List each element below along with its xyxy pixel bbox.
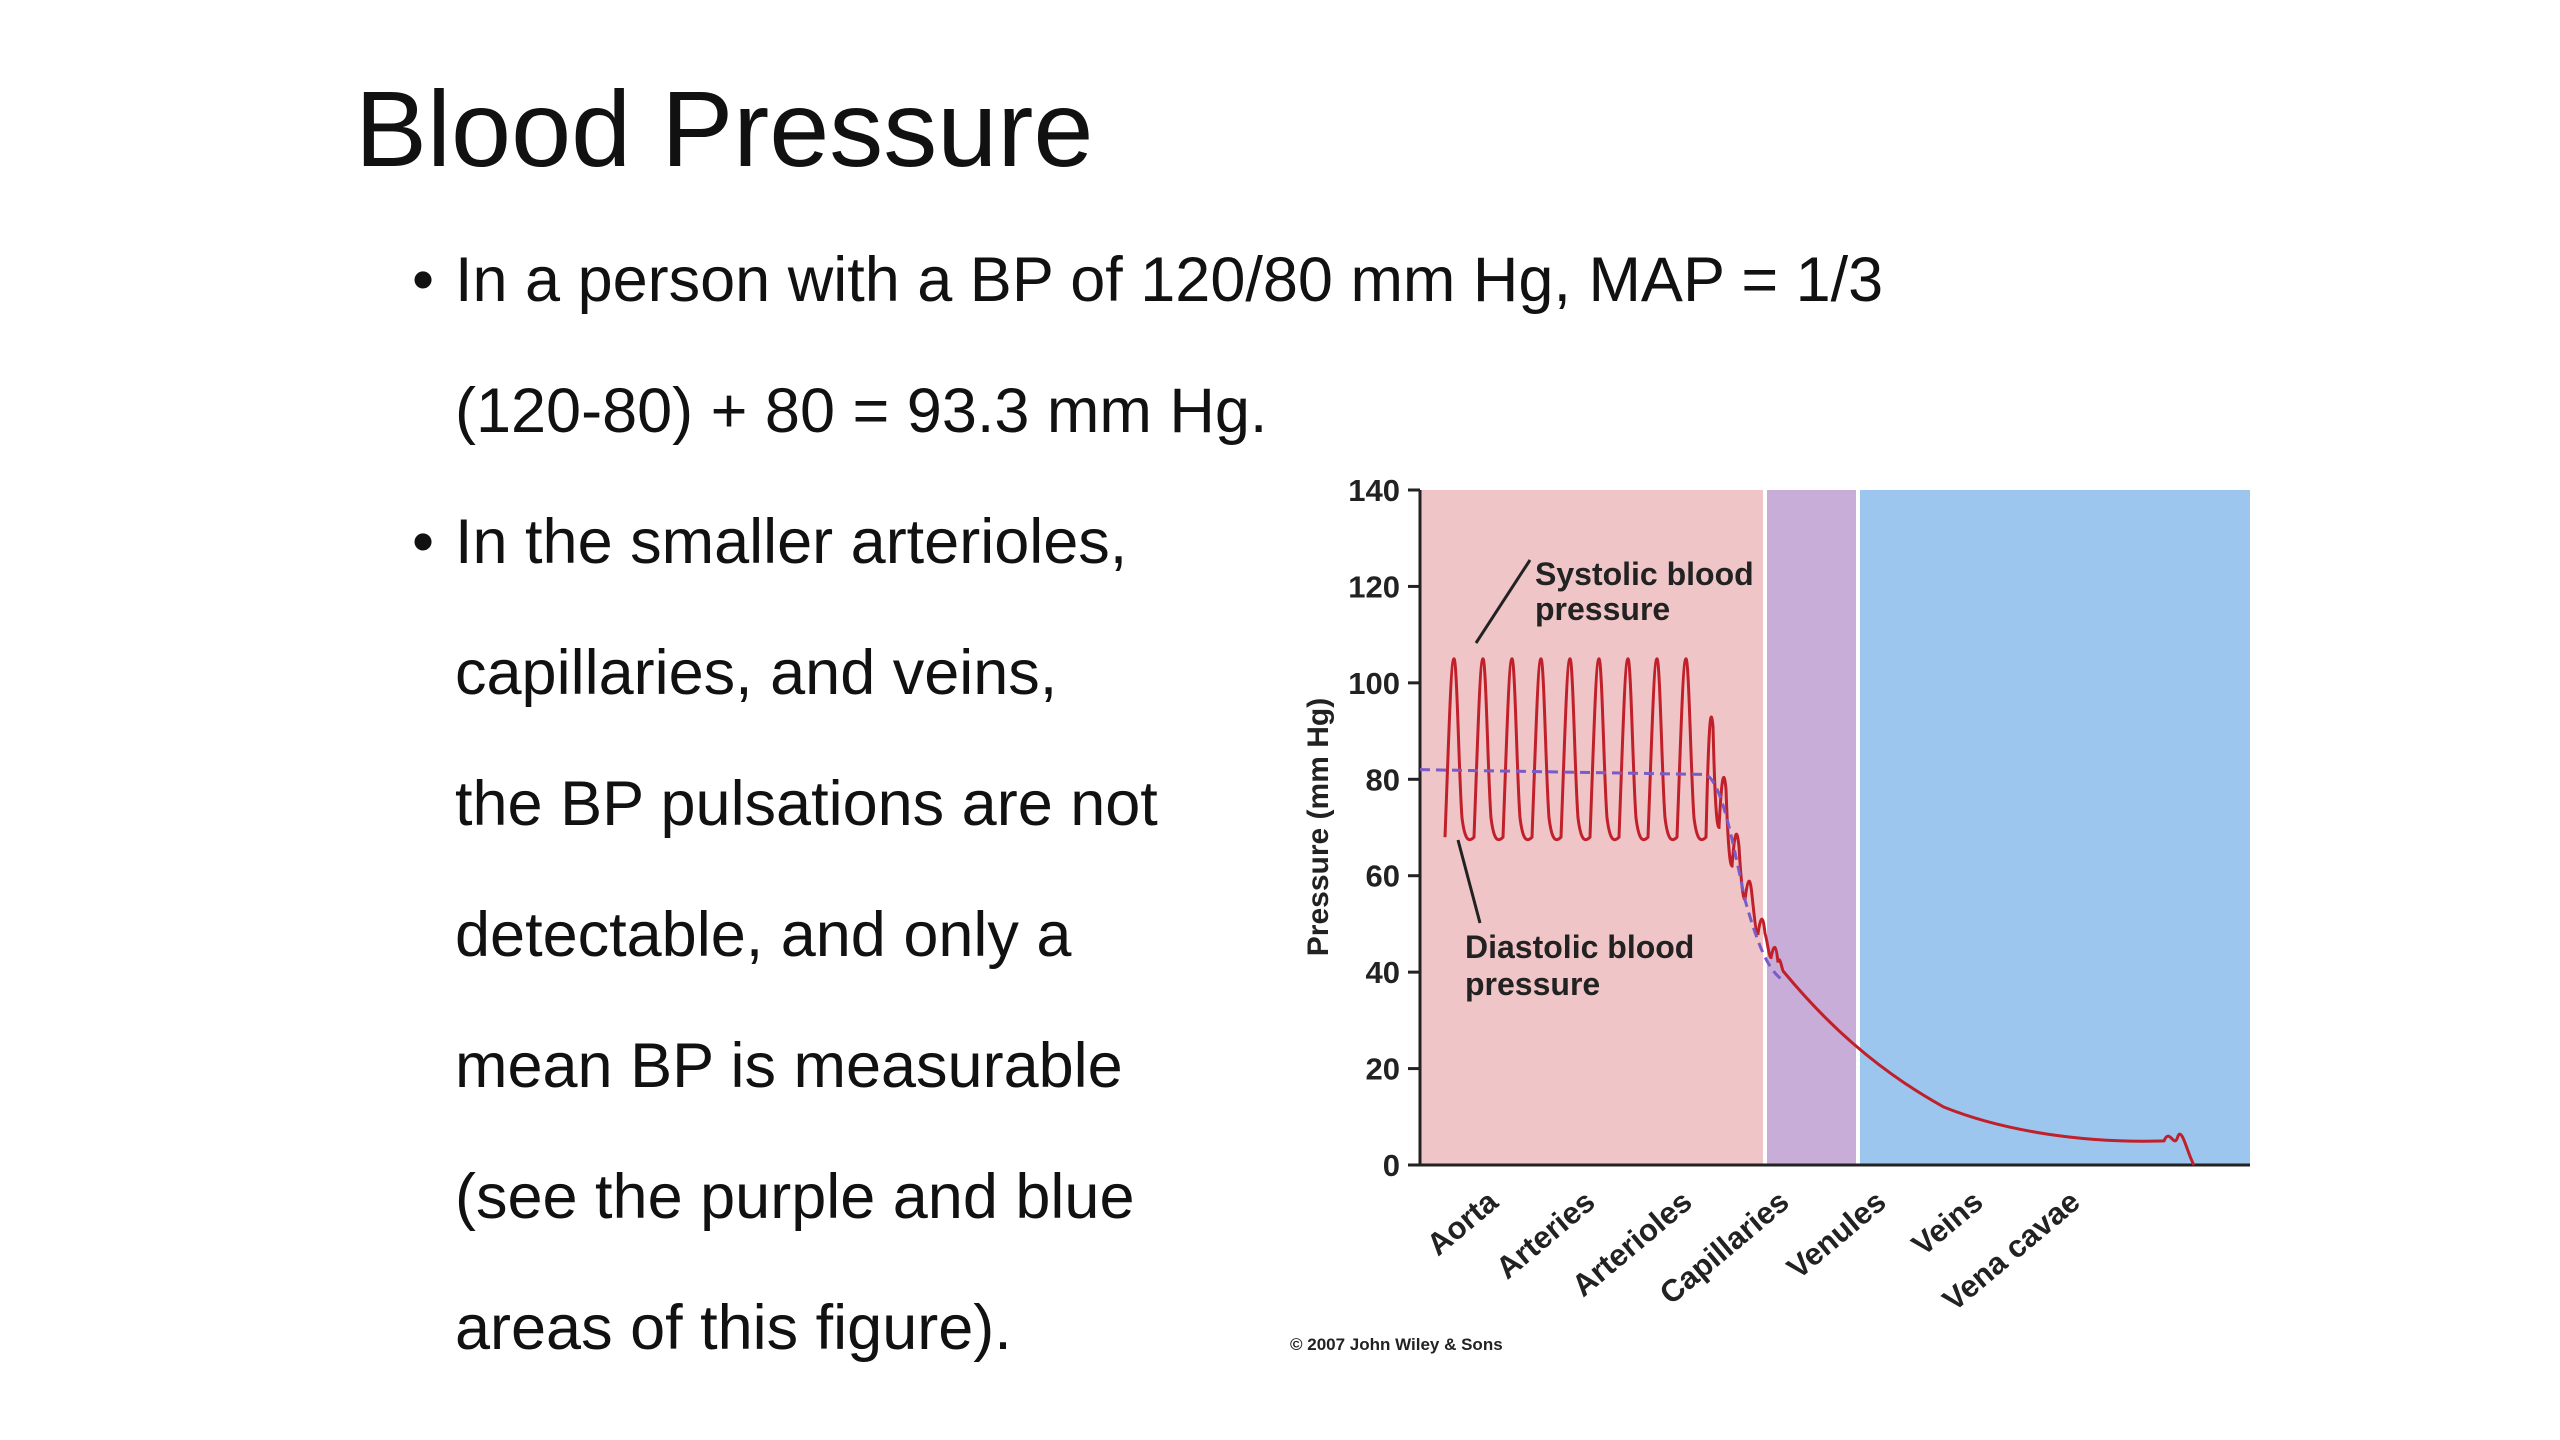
bullet-line: mean BP is measurable <box>455 1031 1123 1101</box>
y-tick-label: 120 <box>1348 569 1400 604</box>
diastolic-annotation-line1: Diastolic blood <box>1465 929 1694 965</box>
bullet-item: • In the smaller arterioles, capillaries… <box>400 477 1883 1394</box>
bullet-dot-icon: • <box>412 507 435 577</box>
bullet-line: capillaries, and veins, <box>455 638 1058 708</box>
bullet-list: • In a person with a BP of 120/80 mm Hg,… <box>400 215 1883 1394</box>
copyright-text: © 2007 John Wiley & Sons <box>1290 1335 1503 1354</box>
y-axis-label: Pressure (mm Hg) <box>1302 698 1335 956</box>
chart-region <box>1765 490 1858 1165</box>
systolic-annotation-line1: Systolic blood <box>1535 556 1754 592</box>
bullet-line: detectable, and only a <box>455 900 1072 970</box>
bullet-line: areas of this figure). <box>455 1293 1012 1363</box>
x-category-label: Aorta <box>1420 1183 1505 1262</box>
x-category-label: Veins <box>1905 1184 1990 1263</box>
x-category-label: Venules <box>1780 1184 1892 1286</box>
bullet-line: In the smaller arterioles, <box>455 507 1128 577</box>
bullet-item: • In a person with a BP of 120/80 mm Hg,… <box>400 215 1883 477</box>
bullet-line: the BP pulsations are not <box>455 769 1158 839</box>
y-tick-label: 100 <box>1348 666 1400 701</box>
y-tick-label: 140 <box>1348 473 1400 508</box>
bullet-dot-icon: • <box>412 245 435 315</box>
y-tick-label: 40 <box>1366 955 1400 990</box>
diastolic-annotation-line2: pressure <box>1465 966 1600 1002</box>
pressure-wave-line <box>1443 657 2196 1166</box>
bullet-line: In a person with a BP of 120/80 mm Hg, M… <box>455 245 1884 315</box>
chart-svg: 020406080100120140AortaArteriesArteriole… <box>1290 473 2250 1354</box>
slide-title: Blood Pressure <box>355 68 1094 189</box>
blood-pressure-chart: 0 20 40 60 80 100 120 140 Aorta Arteries Arteriole… <box>1280 465 2280 1365</box>
y-tick-label: 20 <box>1366 1052 1400 1087</box>
diastolic-pointer <box>1456 839 1482 924</box>
y-tick-label: 80 <box>1366 762 1400 797</box>
chart-region <box>1858 490 2250 1165</box>
systolic-annotation-line2: pressure <box>1535 591 1670 627</box>
mean-pressure-line <box>1419 768 1786 984</box>
systolic-pointer <box>1474 559 1532 644</box>
bullet-line: (see the purple and blue <box>455 1162 1135 1232</box>
y-tick-label: 60 <box>1366 859 1400 894</box>
bullet-line: (120-80) + 80 = 93.3 mm Hg. <box>455 376 1268 446</box>
y-tick-label: 0 <box>1383 1148 1400 1183</box>
